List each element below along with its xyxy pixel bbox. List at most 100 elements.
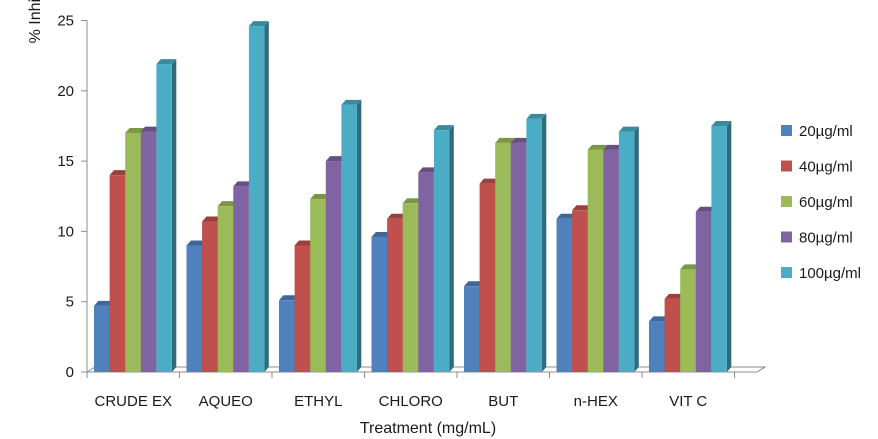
bar-side — [541, 113, 547, 373]
legend-swatch — [781, 196, 792, 207]
bar-front — [664, 298, 681, 372]
bar-front — [371, 237, 387, 372]
bar-top — [711, 120, 732, 126]
bar-front — [310, 199, 326, 372]
bar-front — [495, 142, 511, 372]
bar-front — [618, 131, 635, 372]
bar-front — [279, 300, 295, 372]
bar-front — [248, 26, 265, 373]
bar-front — [125, 132, 141, 372]
legend-swatch — [781, 231, 792, 243]
bar-top — [433, 125, 454, 131]
bar-front — [418, 172, 434, 372]
y-tick-label: 25 — [57, 13, 74, 30]
bar — [248, 21, 269, 373]
y-tick-labels: 0 5 10 15 20 25 — [57, 13, 74, 382]
bar — [433, 125, 454, 372]
bar-top — [387, 213, 407, 219]
x-tick-label: BUT — [488, 393, 518, 410]
x-tick-label: CHLORO — [379, 393, 443, 410]
bar-top — [371, 232, 392, 238]
bar-front — [587, 149, 604, 372]
legend-label: 40µg/ml — [799, 159, 853, 176]
bar-front — [325, 161, 342, 372]
x-tick-labels: CRUDE EX AQUEO ETHYL CHLORO BUT n-HEX VIT C — [94, 393, 707, 410]
y-tick-label: 20 — [57, 83, 74, 100]
bar-front — [387, 218, 403, 372]
bar-top — [572, 205, 592, 211]
bar-front — [233, 186, 249, 372]
bar-front — [680, 269, 696, 372]
legend-label: 80µg/ml — [799, 230, 853, 247]
bar-top — [248, 21, 269, 27]
bar-side — [634, 126, 639, 372]
legend-item: 40µg/ml — [781, 159, 853, 176]
bar — [526, 113, 547, 373]
bar-top — [510, 137, 531, 143]
y-tick-label: 10 — [57, 223, 74, 240]
bar-front — [695, 211, 712, 372]
bar-top — [495, 137, 516, 143]
bar-top — [109, 170, 130, 176]
bar-side — [726, 120, 732, 372]
bar-front — [479, 183, 496, 372]
x-tick-label: AQUEO — [199, 393, 253, 410]
bar-front — [711, 125, 727, 372]
bar-top — [649, 316, 669, 322]
bar-front — [556, 218, 572, 372]
bar-top — [125, 127, 146, 133]
y-tick-label: 0 — [66, 364, 74, 381]
bar-top — [526, 113, 547, 119]
bar — [156, 59, 177, 372]
y-tick-label: 5 — [66, 294, 74, 311]
y-axis-label: % Inhibition — [27, 0, 44, 43]
bar-top — [479, 178, 500, 184]
bar-top — [186, 240, 207, 246]
bar-top — [310, 194, 331, 200]
bar-front — [94, 305, 110, 372]
legend: 20µg/ml 40µg/ml 60µg/ml 80µg/ml 100µg/ml — [781, 123, 861, 282]
legend-label: 20µg/ml — [799, 123, 853, 140]
bar-side — [449, 125, 454, 372]
legend-swatch — [781, 125, 792, 136]
bars — [94, 21, 732, 373]
bar-top — [156, 59, 177, 65]
legend-item: 100µg/ml — [781, 265, 861, 282]
bar-top — [341, 99, 362, 105]
bar-front — [217, 206, 234, 372]
x-tick-label: ETHYL — [294, 393, 342, 410]
bar-front — [109, 175, 126, 372]
bar-top — [618, 126, 639, 132]
legend-swatch — [781, 267, 792, 278]
bar — [341, 99, 362, 373]
bar — [618, 126, 639, 372]
bar-front — [294, 245, 311, 372]
bar-top — [279, 295, 299, 301]
bar-front — [202, 221, 218, 372]
bar-top — [556, 213, 577, 219]
bar-front — [510, 142, 527, 372]
legend-item: 80µg/ml — [781, 230, 853, 247]
y-axis — [81, 20, 735, 378]
bar-top — [402, 198, 423, 204]
bar-top — [140, 126, 161, 132]
bar-top — [294, 240, 315, 246]
bar-top — [587, 144, 608, 150]
bar-top — [94, 300, 114, 306]
bar-top — [217, 201, 238, 207]
bar-top — [202, 216, 222, 222]
bar-front — [140, 131, 157, 372]
bar-front — [464, 286, 480, 372]
bar-side — [171, 59, 177, 372]
bar-side — [264, 21, 269, 373]
bar-front — [526, 118, 542, 372]
bar-front — [186, 245, 202, 372]
bar — [711, 120, 732, 372]
bar-front — [572, 210, 588, 372]
bar-top — [418, 167, 439, 173]
bar-front — [341, 104, 357, 373]
y-tick-label: 15 — [57, 153, 74, 170]
bar-side — [356, 99, 362, 373]
x-tick-label: CRUDE EX — [94, 393, 172, 410]
bar-front — [603, 149, 619, 372]
